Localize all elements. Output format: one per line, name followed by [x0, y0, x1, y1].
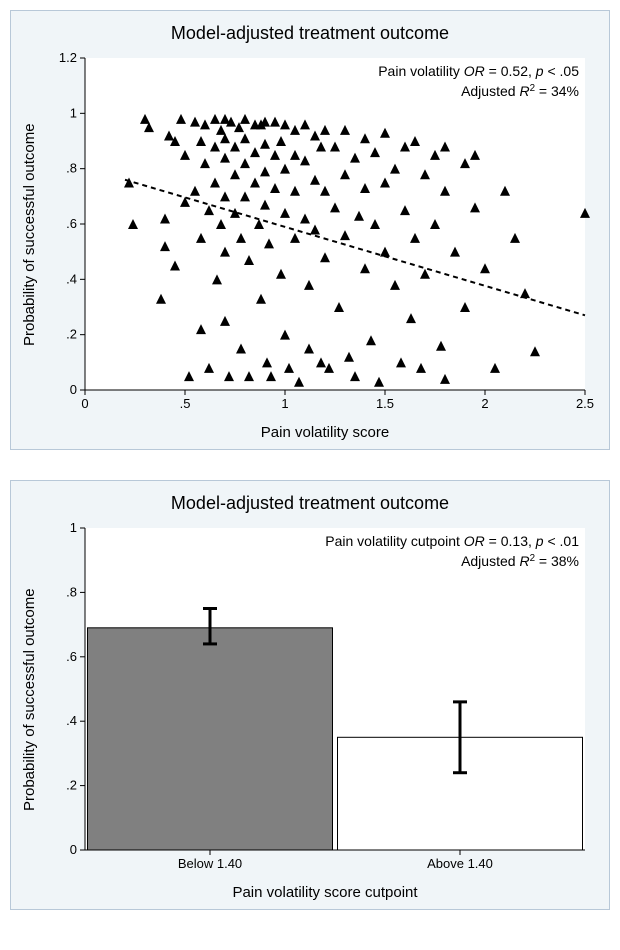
svg-text:1: 1	[281, 396, 288, 411]
bar-panel: Model-adjusted treatment outcome Probabi…	[10, 480, 610, 910]
svg-text:Above 1.40: Above 1.40	[427, 856, 493, 871]
bar-plot: 0 .2 .4 .6 .8 1 Below 1.40 Above 1.40 Pain volat…	[40, 520, 595, 880]
svg-text:Pain volatility OR = 0.52, p <: Pain volatility OR = 0.52, p < .05	[378, 63, 579, 79]
bar-chart-wrap: Probability of successful outcome 0 .2 .4.…	[19, 520, 601, 880]
svg-text:1: 1	[70, 105, 77, 120]
svg-text:.6: .6	[66, 216, 77, 231]
svg-text:0: 0	[81, 396, 88, 411]
svg-text:.6: .6	[66, 649, 77, 664]
scatter-plot: 0 .2 .4 .6 .8 1 1.2 0 .5 1 1.5 2 2.5 Pain volatility …	[40, 50, 595, 420]
scatter-chart-wrap: Probability of successful outcome 0 .2 .4.…	[19, 50, 601, 420]
svg-text:Pain volatility cutpoint OR =: Pain volatility cutpoint OR = 0.13, p < …	[325, 533, 579, 549]
svg-text:2: 2	[481, 396, 488, 411]
svg-text:.8: .8	[66, 584, 77, 599]
svg-text:1.5: 1.5	[376, 396, 394, 411]
bar-ylabel: Probability of successful outcome	[19, 520, 40, 880]
scatter-ylabel: Probability of successful outcome	[19, 50, 40, 420]
svg-text:1: 1	[70, 520, 77, 535]
bar-title: Model-adjusted treatment outcome	[19, 493, 601, 514]
scatter-panel: Model-adjusted treatment outcome Probabi…	[10, 10, 610, 450]
svg-text:0: 0	[70, 842, 77, 857]
scatter-title: Model-adjusted treatment outcome	[19, 23, 601, 44]
scatter-xlabel: Pain volatility score	[49, 424, 601, 441]
svg-text:.8: .8	[66, 161, 77, 176]
svg-text:2.5: 2.5	[576, 396, 594, 411]
svg-text:Below 1.40: Below 1.40	[178, 856, 242, 871]
svg-text:Adjusted R2 = 38%: Adjusted R2 = 38%	[461, 553, 579, 569]
svg-text:Adjusted R2 = 34%: Adjusted R2 = 34%	[461, 83, 579, 99]
svg-text:1.2: 1.2	[59, 50, 77, 65]
svg-text:.2: .2	[66, 327, 77, 342]
svg-text:.2: .2	[66, 778, 77, 793]
svg-text:.4: .4	[66, 271, 77, 286]
svg-text:.4: .4	[66, 713, 77, 728]
svg-text:0: 0	[70, 382, 77, 397]
bar-xlabel: Pain volatility score cutpoint	[49, 884, 601, 901]
svg-text:.5: .5	[180, 396, 191, 411]
